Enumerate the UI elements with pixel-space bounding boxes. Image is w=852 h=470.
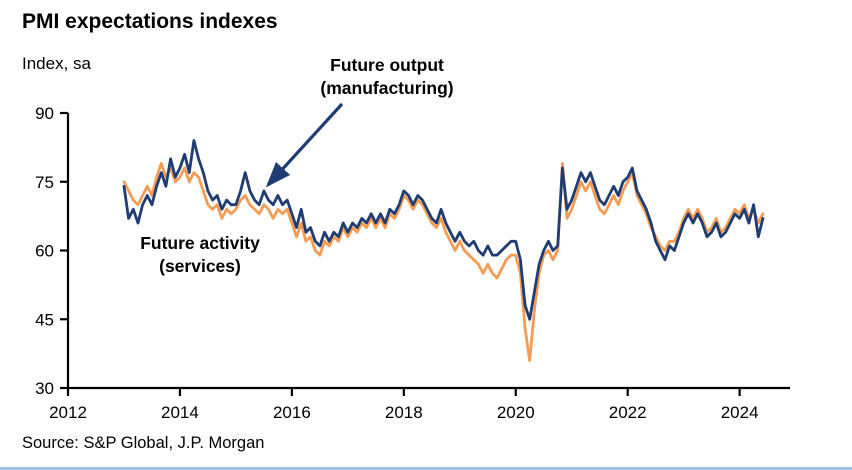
x-tick-label: 2020 <box>497 403 535 422</box>
x-tick-label: 2014 <box>161 403 199 422</box>
source-note: Source: S&P Global, J.P. Morgan <box>22 434 265 452</box>
axes <box>66 113 790 390</box>
x-tick-label: 2016 <box>273 403 311 422</box>
x-tick-label: 2024 <box>721 403 759 422</box>
y-tick-label: 90 <box>35 104 54 123</box>
x-tick-label: 2022 <box>609 403 647 422</box>
y-tick-label: 45 <box>35 310 54 329</box>
manufacturing-line <box>122 139 765 321</box>
services-line <box>122 162 765 362</box>
bottom-divider <box>0 467 852 470</box>
annotation-arrow <box>265 102 344 188</box>
chart-title: PMI expectations indexes <box>22 10 278 33</box>
y-tick-label: 30 <box>35 379 54 398</box>
y-tick-label: 60 <box>35 242 54 261</box>
pmi-expectations-chart: 30 45 60 75 90 2012 2014 2016 2018 2020 2022 2024 <box>35 102 790 422</box>
x-tick-label: 2012 <box>49 403 87 422</box>
y-axis-unit-label: Index, sa <box>22 54 91 73</box>
y-tick-label: 75 <box>35 173 54 192</box>
x-tick-label: 2018 <box>385 403 423 422</box>
